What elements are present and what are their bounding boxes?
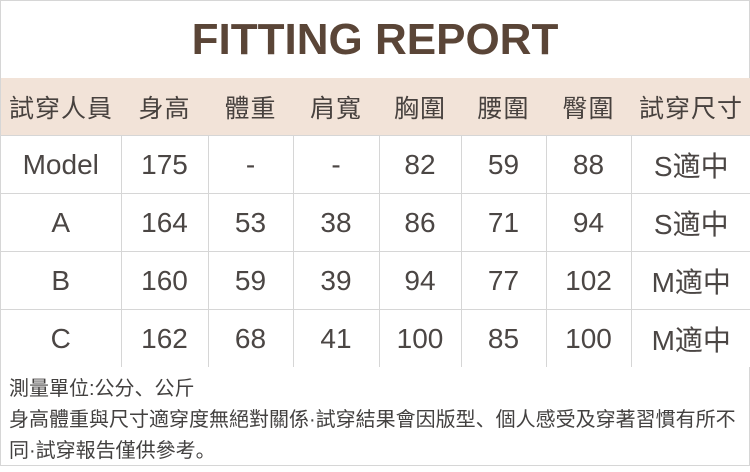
table-row-a: A 164 53 38 86 71 94 S適中: [0, 193, 750, 252]
cell-waist: 77: [460, 251, 547, 310]
cell-hip: 102: [545, 251, 632, 310]
cell-height: 175: [120, 135, 209, 194]
col-header-weight: 體重: [208, 78, 293, 136]
cell-chest: 94: [378, 251, 462, 310]
table-row-c: C 162 68 41 100 85 100 M適中: [0, 309, 750, 368]
cell-weight: 53: [207, 193, 294, 252]
table-header-row: 試穿人員 身高 體重 肩寬 胸圍 腰圍 臀圍 試穿尺寸: [1, 78, 750, 136]
cell-hip: 88: [545, 135, 632, 194]
footnotes: 測量單位:公分、公斤 身高體重與尺寸適穿度無絕對關係·試穿結果會因版型、個人感受…: [1, 367, 749, 467]
cell-waist: 59: [460, 135, 547, 194]
cell-fitting-size: S適中: [630, 193, 750, 252]
fitting-table: 試穿人員 身高 體重 肩寬 胸圍 腰圍 臀圍 試穿尺寸 Model 175 - …: [0, 78, 750, 368]
col-header-chest: 胸圍: [379, 78, 461, 136]
cell-weight: -: [207, 135, 294, 194]
col-header-height: 身高: [121, 78, 208, 136]
cell-chest: 100: [378, 309, 462, 368]
note-measure-units: 測量單位:公分、公斤: [9, 378, 195, 400]
cell-chest: 86: [378, 193, 462, 252]
cell-shoulder: -: [292, 135, 380, 194]
cell-hip: 94: [545, 193, 632, 252]
cell-fitting-size: M適中: [630, 251, 750, 310]
note-disclaimer: 身高體重與尺寸適穿度無絕對關係·試穿結果會因版型、個人感受及穿著習慣有所不同·試…: [9, 409, 736, 462]
col-header-waist: 腰圍: [461, 78, 546, 136]
cell-tester: B: [0, 251, 122, 310]
cell-waist: 85: [460, 309, 547, 368]
col-header-hip: 臀圍: [546, 78, 631, 136]
cell-height: 164: [120, 193, 209, 252]
cell-height: 162: [120, 309, 209, 368]
table-row-model: Model 175 - - 82 59 88 S適中: [0, 135, 750, 194]
cell-fitting-size: M適中: [630, 309, 750, 368]
cell-shoulder: 39: [292, 251, 380, 310]
col-header-fitting-size: 試穿尺寸: [631, 78, 750, 136]
page-title: FITTING REPORT: [191, 14, 559, 64]
cell-tester: C: [0, 309, 122, 368]
col-header-tester: 試穿人員: [1, 78, 121, 136]
cell-weight: 59: [207, 251, 294, 310]
cell-fitting-size: S適中: [630, 135, 750, 194]
cell-tester: Model: [0, 135, 122, 194]
table-row-b: B 160 59 39 94 77 102 M適中: [0, 251, 750, 310]
cell-shoulder: 38: [292, 193, 380, 252]
cell-chest: 82: [378, 135, 462, 194]
cell-tester: A: [0, 193, 122, 252]
cell-hip: 100: [545, 309, 632, 368]
col-header-shoulder: 肩寬: [293, 78, 379, 136]
cell-weight: 68: [207, 309, 294, 368]
cell-height: 160: [120, 251, 209, 310]
cell-waist: 71: [460, 193, 547, 252]
cell-shoulder: 41: [292, 309, 380, 368]
